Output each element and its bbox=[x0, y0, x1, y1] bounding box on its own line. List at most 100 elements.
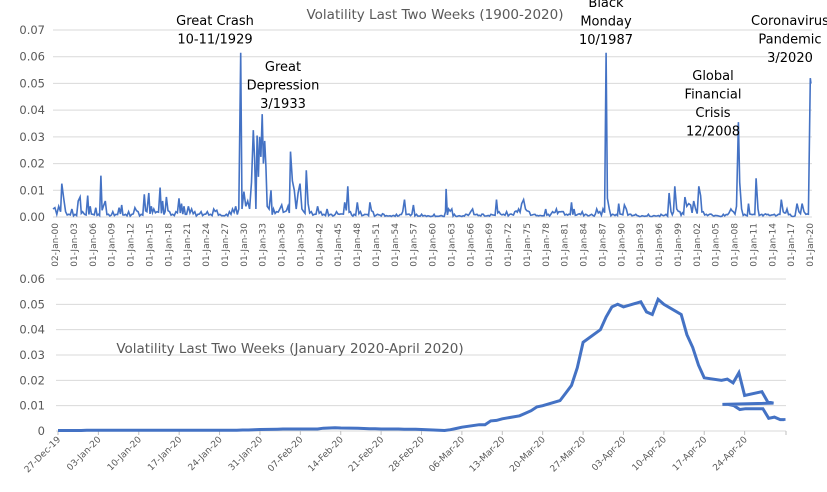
top-chart: 0.00 0.01 0.02 0.03 0.04 0.05 0.06 0.07 02-Jan-… bbox=[19, 0, 827, 267]
top-x-tick-label: 01-Jan-06 bbox=[89, 223, 99, 267]
bottom-x-tick-label: 14-Feb-20 bbox=[307, 435, 346, 474]
top-x-tick-label: 01-Jan-03 bbox=[70, 223, 80, 267]
top-y-tick-label: 0.00 bbox=[19, 210, 45, 224]
top-x-tick-label: 01-Jan-08 bbox=[731, 223, 741, 267]
annotation-label: Coronavirus Pandemic 3/2020 bbox=[751, 14, 827, 66]
bottom-x-tick-label: 03-Apr-20 bbox=[590, 435, 629, 474]
bottom-x-tick-label: 13-Mar-20 bbox=[468, 435, 508, 475]
top-y-tick-label: 0.03 bbox=[19, 130, 45, 144]
top-x-tick-label: 01-Jan-11 bbox=[749, 223, 759, 267]
top-x-tick-label: 01-Jan-54 bbox=[391, 223, 401, 267]
bottom-x-tick-label: 21-Feb-20 bbox=[347, 435, 386, 474]
top-x-tick-label: 01-Jan-75 bbox=[523, 223, 533, 267]
top-y-tick-label: 0.07 bbox=[19, 23, 45, 37]
annotation-line: Crisis bbox=[695, 106, 730, 121]
annotation-line: Monday bbox=[580, 15, 632, 30]
annotation-line: Depression bbox=[247, 79, 320, 94]
bottom-x-tick-label: 10-Jan-20 bbox=[106, 435, 144, 473]
annotation-line: Coronavirus bbox=[751, 14, 827, 29]
bottom-x-tick-label: 27-Dec-19 bbox=[23, 435, 63, 475]
top-x-tick-label: 01-Jan-33 bbox=[259, 223, 269, 267]
bottom-y-axis: 0 0.01 0.02 0.03 0.04 0.05 0.06 bbox=[19, 272, 45, 438]
annotation-line: Financial bbox=[685, 88, 742, 103]
bottom-x-tick-label: 31-Jan-20 bbox=[227, 435, 265, 473]
bottom-x-tick-label: 24-Apr-20 bbox=[711, 435, 750, 474]
top-x-tick-label: 01-Jan-05 bbox=[712, 223, 722, 267]
top-x-tick-label: 01-Jan-17 bbox=[787, 223, 797, 267]
top-x-tick-label: 01-Jan-96 bbox=[655, 223, 665, 267]
bottom-y-tick-label: 0.05 bbox=[19, 297, 45, 311]
top-x-tick-label: 01-Jan-66 bbox=[466, 223, 476, 267]
top-chart-title: Volatility Last Two Weeks (1900-2020) bbox=[306, 7, 563, 23]
top-x-tick-label: 01-Jan-21 bbox=[183, 223, 193, 267]
top-x-tick-label: 02-Jan-00 bbox=[51, 223, 61, 267]
bottom-chart: 0 0.01 0.02 0.03 0.04 0.05 0.06 27-Dec-19 03-Ja… bbox=[19, 272, 787, 475]
top-x-tick-label: 01-Jan-60 bbox=[429, 223, 439, 267]
annotation-line: Pandemic bbox=[758, 33, 821, 48]
bottom-x-axis: 27-Dec-19 03-Jan-20 10-Jan-20 17-Jan-20 24-J… bbox=[23, 431, 787, 475]
top-y-tick-label: 0.06 bbox=[19, 50, 45, 64]
annotation-line: 3/2020 bbox=[767, 51, 813, 66]
bottom-y-tick-label: 0.04 bbox=[19, 323, 45, 337]
bottom-y-tick-label: 0.03 bbox=[19, 348, 45, 362]
annotation-line: Great bbox=[265, 60, 301, 75]
top-x-tick-label: 01-Jan-51 bbox=[372, 223, 382, 267]
top-x-tick-label: 01-Jan-99 bbox=[674, 223, 684, 267]
top-gridlines bbox=[53, 29, 812, 218]
top-x-tick-label: 01-Jan-78 bbox=[542, 223, 552, 267]
top-x-tick-label: 01-Jan-14 bbox=[768, 223, 778, 267]
annotation-label: Global Financial Crisis 12/2008 bbox=[685, 69, 742, 140]
annotation-line: 3/1933 bbox=[260, 97, 306, 112]
top-x-tick-label: 01-Jan-45 bbox=[334, 223, 344, 267]
top-x-tick-label: 01-Jan-81 bbox=[561, 223, 571, 267]
top-y-axis: 0.00 0.01 0.02 0.03 0.04 0.05 0.06 0.07 bbox=[19, 23, 45, 224]
bottom-y-tick-label: 0.01 bbox=[19, 399, 45, 413]
annotation-line: Global bbox=[692, 69, 733, 84]
top-x-axis: 02-Jan-00 01-Jan-03 01-Jan-06 01-Jan-09 01-J… bbox=[51, 223, 816, 267]
bottom-x-tick-label: 17-Jan-20 bbox=[146, 435, 184, 473]
annotation-line: 10-11/1929 bbox=[177, 33, 252, 48]
top-x-tick-label: 01-Jan-12 bbox=[127, 223, 137, 267]
annotation-label: Great Crash 10-11/1929 bbox=[176, 14, 254, 48]
top-annotations: Great Crash 10-11/1929 Great Depression 3/19… bbox=[176, 0, 827, 140]
top-x-tick-label: 01-Jan-84 bbox=[580, 223, 590, 267]
top-series-line bbox=[52, 52, 812, 219]
top-x-tick-label: 01-Jan-93 bbox=[636, 223, 646, 267]
top-x-tick-label: 01-Jan-90 bbox=[617, 223, 627, 267]
bottom-y-tick-label: 0 bbox=[38, 424, 45, 438]
top-x-tick-label: 01-Jan-42 bbox=[315, 223, 325, 267]
top-x-tick-label: 01-Jan-63 bbox=[447, 223, 457, 267]
top-x-tick-label: 01-Jan-18 bbox=[164, 223, 174, 267]
bottom-x-tick-label: 28-Feb-20 bbox=[387, 435, 426, 474]
top-y-tick-label: 0.04 bbox=[19, 103, 45, 117]
bottom-x-tick-label: 06-Mar-20 bbox=[428, 435, 468, 475]
top-x-tick-label: 01-Jan-30 bbox=[240, 223, 250, 267]
annotation-label: Great Depression 3/1933 bbox=[247, 60, 320, 112]
annotation-line: Great Crash bbox=[176, 14, 254, 29]
top-y-tick-label: 0.05 bbox=[19, 76, 45, 90]
top-x-tick-label: 01-Jan-72 bbox=[504, 223, 514, 267]
bottom-x-tick-label: 10-Apr-20 bbox=[631, 435, 670, 474]
annotation-label: Black Monday 10/1987 bbox=[579, 0, 633, 48]
annotation-line: 10/1987 bbox=[579, 33, 633, 48]
top-x-tick-label: 01-Jan-48 bbox=[353, 223, 363, 267]
bottom-x-tick-label: 17-Apr-20 bbox=[671, 435, 710, 474]
top-x-tick-label: 01-Jan-39 bbox=[296, 223, 306, 267]
annotation-line: 12/2008 bbox=[686, 125, 740, 140]
top-x-tick-label: 01-Jan-02 bbox=[693, 223, 703, 267]
top-x-tick-label: 01-Jan-20 bbox=[806, 223, 816, 267]
bottom-y-tick-label: 0.06 bbox=[19, 272, 45, 286]
top-x-tick-label: 01-Jan-36 bbox=[278, 223, 288, 267]
bottom-x-tick-label: 27-Mar-20 bbox=[549, 435, 589, 475]
bottom-x-tick-label: 20-Mar-20 bbox=[508, 435, 548, 475]
top-x-tick-label: 01-Jan-09 bbox=[108, 223, 118, 267]
top-y-tick-label: 0.01 bbox=[19, 183, 45, 197]
bottom-chart-title: Volatility Last Two Weeks (January 2020-… bbox=[116, 341, 463, 357]
bottom-x-tick-label: 07-Feb-20 bbox=[266, 435, 305, 474]
bottom-series-line bbox=[58, 296, 786, 433]
top-x-tick-label: 01-Jan-69 bbox=[485, 223, 495, 267]
top-x-tick-label: 01-Jan-87 bbox=[598, 223, 608, 267]
bottom-y-tick-label: 0.02 bbox=[19, 373, 45, 387]
top-y-tick-label: 0.02 bbox=[19, 157, 45, 171]
